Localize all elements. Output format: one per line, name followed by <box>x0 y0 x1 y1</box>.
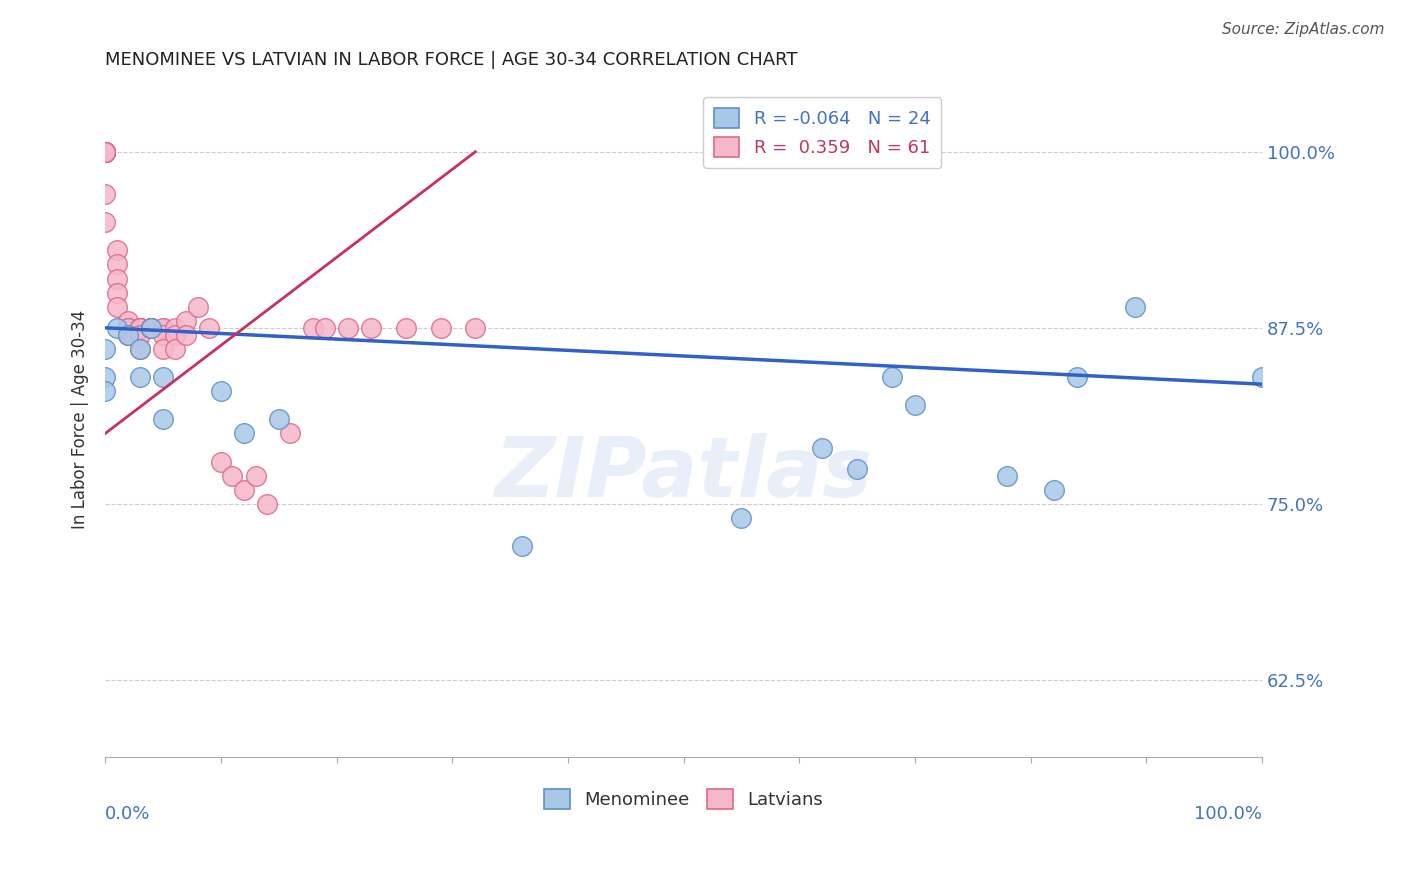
Legend: Menominee, Latvians: Menominee, Latvians <box>537 781 830 816</box>
Point <box>846 461 869 475</box>
Point <box>233 483 256 497</box>
Point <box>337 321 360 335</box>
Point <box>198 321 221 335</box>
Point <box>105 271 128 285</box>
Point <box>129 342 152 356</box>
Point <box>94 384 117 399</box>
Point <box>94 145 117 159</box>
Point <box>163 321 186 335</box>
Point <box>152 327 174 342</box>
Point <box>141 321 163 335</box>
Point <box>360 321 382 335</box>
Point <box>811 441 834 455</box>
Point <box>141 321 163 335</box>
Point <box>904 398 927 412</box>
Point <box>129 321 152 335</box>
Point <box>117 321 139 335</box>
Point <box>1066 370 1088 384</box>
Point <box>221 468 243 483</box>
Point <box>1251 370 1274 384</box>
Text: ZIPatlas: ZIPatlas <box>495 433 873 514</box>
Point <box>256 497 278 511</box>
Point <box>464 321 486 335</box>
Text: 0.0%: 0.0% <box>105 805 150 822</box>
Point <box>209 455 232 469</box>
Point <box>233 426 256 441</box>
Point <box>105 321 128 335</box>
Text: Source: ZipAtlas.com: Source: ZipAtlas.com <box>1222 22 1385 37</box>
Point <box>117 327 139 342</box>
Point <box>997 468 1019 483</box>
Point <box>129 321 152 335</box>
Point <box>94 145 117 159</box>
Point <box>117 327 139 342</box>
Point <box>129 327 152 342</box>
Point <box>141 321 163 335</box>
Point <box>94 145 117 159</box>
Point <box>302 321 325 335</box>
Point <box>152 321 174 335</box>
Point <box>245 468 267 483</box>
Point <box>105 257 128 271</box>
Point <box>187 300 209 314</box>
Point <box>129 321 152 335</box>
Point <box>314 321 336 335</box>
Point <box>117 327 139 342</box>
Point <box>141 321 163 335</box>
Point <box>94 145 117 159</box>
Point <box>94 370 117 384</box>
Point <box>94 145 117 159</box>
Point <box>105 285 128 300</box>
Point <box>94 145 117 159</box>
Point <box>117 321 139 335</box>
Y-axis label: In Labor Force | Age 30-34: In Labor Force | Age 30-34 <box>72 310 89 529</box>
Point <box>510 539 533 553</box>
Point <box>152 412 174 426</box>
Point <box>129 370 152 384</box>
Point <box>163 342 186 356</box>
Point <box>141 321 163 335</box>
Point <box>94 342 117 356</box>
Point <box>429 321 451 335</box>
Point <box>730 511 752 525</box>
Point <box>278 426 301 441</box>
Point <box>141 321 163 335</box>
Point <box>117 314 139 328</box>
Point <box>94 145 117 159</box>
Point <box>94 215 117 229</box>
Point <box>117 321 139 335</box>
Point <box>129 342 152 356</box>
Point <box>105 300 128 314</box>
Point <box>163 327 186 342</box>
Text: 100.0%: 100.0% <box>1194 805 1263 822</box>
Point <box>174 314 197 328</box>
Point <box>94 145 117 159</box>
Point <box>129 321 152 335</box>
Point <box>1042 483 1064 497</box>
Point <box>94 145 117 159</box>
Point <box>152 342 174 356</box>
Point <box>94 145 117 159</box>
Point <box>152 370 174 384</box>
Text: MENOMINEE VS LATVIAN IN LABOR FORCE | AGE 30-34 CORRELATION CHART: MENOMINEE VS LATVIAN IN LABOR FORCE | AG… <box>105 51 797 69</box>
Point <box>395 321 418 335</box>
Point <box>129 321 152 335</box>
Point <box>174 327 197 342</box>
Point <box>94 187 117 202</box>
Point <box>1123 300 1146 314</box>
Point <box>105 244 128 258</box>
Point <box>94 145 117 159</box>
Point <box>152 321 174 335</box>
Point <box>94 145 117 159</box>
Point <box>209 384 232 399</box>
Point <box>267 412 290 426</box>
Point <box>880 370 903 384</box>
